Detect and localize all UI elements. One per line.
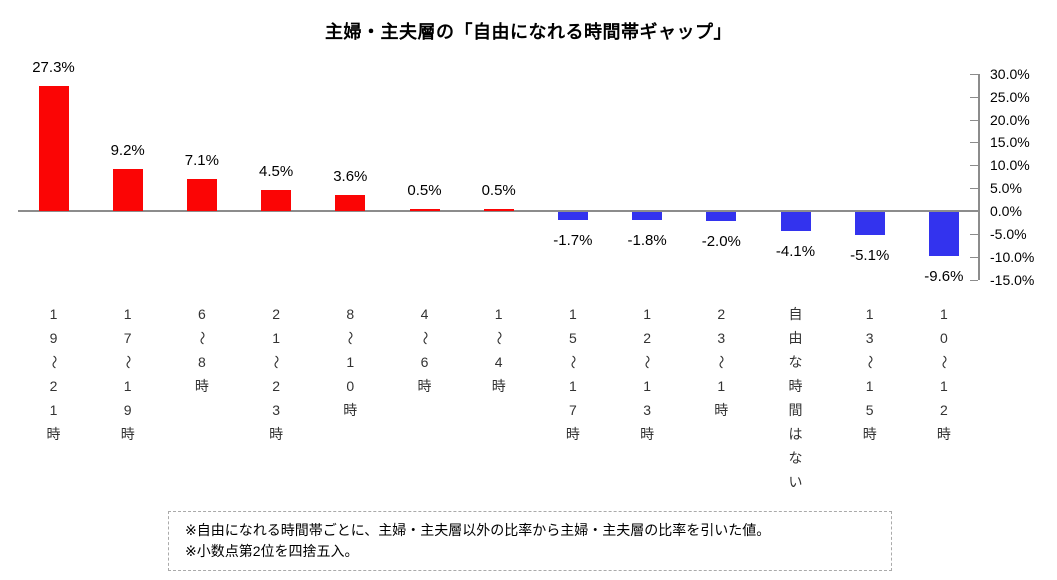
y-axis-tick-label: 0.0% <box>990 203 1022 219</box>
x-axis-label: 2 3 〜 1 時 <box>713 306 730 418</box>
bar <box>409 208 440 211</box>
y-axis-tick <box>970 256 978 258</box>
y-axis-tick <box>970 165 978 167</box>
value-axis-line <box>978 73 980 280</box>
x-axis-label: 1 〜 4 時 <box>490 306 507 394</box>
bar-value-label: -4.1% <box>775 242 816 260</box>
chart-title: 主婦・主夫層の「自由になれる時間帯ギャップ」 <box>325 22 732 42</box>
y-axis-tick <box>970 96 978 98</box>
y-axis-tick-label: -10.0% <box>990 248 1035 265</box>
bar <box>112 168 143 211</box>
footnote-line-1: ※自由になれる時間帯ごとに、主婦・主夫層以外の比率から主婦・主夫層の比率を引いた… <box>185 522 771 538</box>
y-axis-tick <box>970 73 978 75</box>
bar <box>928 212 959 256</box>
bar-value-label: -9.6% <box>924 267 964 285</box>
bar-value-label: -1.8% <box>627 232 667 250</box>
bar-value-label: 7.1% <box>184 151 219 169</box>
bar-value-label: 27.3% <box>32 59 75 77</box>
y-axis-tick-label: 15.0% <box>990 134 1030 151</box>
bar <box>854 212 885 236</box>
bar-value-label: -5.1% <box>850 247 890 265</box>
x-axis-label: 1 0 〜 1 2 時 <box>935 306 952 442</box>
y-axis-tick <box>970 233 978 235</box>
bar <box>186 178 217 211</box>
footnote-box: ※自由になれる時間帯ごとに、主婦・主夫層以外の比率から主婦・主夫層の比率を引いた… <box>168 511 892 571</box>
bar <box>38 86 69 211</box>
y-axis-tick-label: 25.0% <box>990 88 1030 105</box>
x-axis-label: 4 〜 6 時 <box>416 306 433 394</box>
bar <box>483 208 514 211</box>
footnote-line-2: ※小数点第2位を四捨五入。 <box>185 543 359 559</box>
bar-value-label: -1.7% <box>553 231 593 249</box>
y-axis-tick <box>970 188 978 190</box>
zero-axis-line <box>18 210 978 212</box>
y-axis-tick-label: 10.0% <box>990 157 1030 174</box>
bar <box>780 212 811 231</box>
bar-value-label: 9.2% <box>110 141 145 159</box>
x-axis-label: 2 1 〜 2 3 時 <box>268 306 285 442</box>
x-axis-label: 自由な時間はない <box>788 306 803 490</box>
bar <box>261 190 292 211</box>
x-axis-label: 1 2 〜 1 3 時 <box>639 306 656 442</box>
x-axis-label: 1 3 〜 1 5 時 <box>861 306 878 442</box>
x-axis-label: 1 9 〜 2 1 時 <box>45 306 62 442</box>
bar <box>706 212 737 222</box>
bar-value-label: 4.5% <box>258 163 294 181</box>
bar <box>335 194 366 211</box>
y-axis-tick-label: 30.0% <box>990 65 1030 82</box>
bar-value-label: 0.5% <box>481 181 516 199</box>
y-axis-tick <box>970 211 978 212</box>
y-axis-tick <box>970 142 978 144</box>
y-axis-tick <box>970 279 978 281</box>
bar-value-label: 0.5% <box>407 181 442 199</box>
y-axis-tick-label: -5.0% <box>990 225 1027 242</box>
y-axis-tick-label: 20.0% <box>990 111 1030 128</box>
x-axis-label: 8 〜 1 0 時 <box>342 306 359 418</box>
bar-value-label: -2.0% <box>701 233 741 251</box>
y-axis-tick-label: 5.0% <box>990 180 1022 197</box>
y-axis-tick <box>970 119 978 121</box>
bar <box>557 212 588 220</box>
bar <box>632 212 663 221</box>
x-axis-label: 1 7 〜 1 9 時 <box>119 306 136 442</box>
x-axis-label: 1 5 〜 1 7 時 <box>564 306 581 442</box>
bar-value-label: 3.6% <box>333 167 368 185</box>
y-axis-tick-label: -15.0% <box>990 271 1035 288</box>
x-axis-label: 6 〜 8 時 <box>193 306 210 394</box>
